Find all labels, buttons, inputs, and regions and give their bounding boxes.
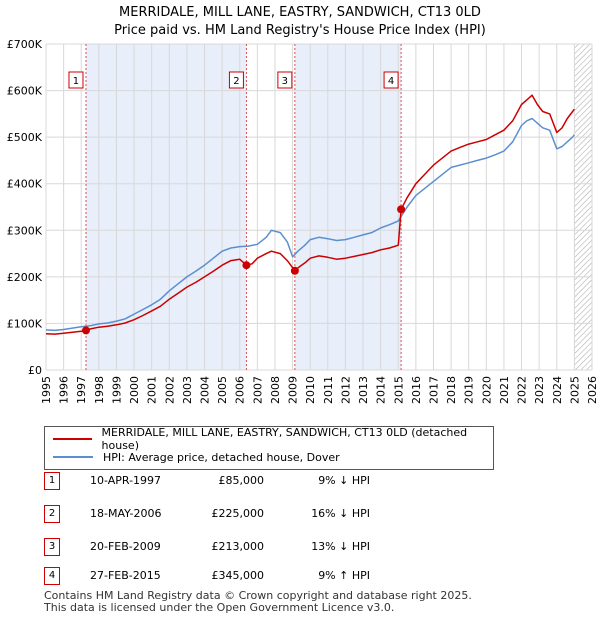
footer-licence: This data is licensed under the Open Gov… bbox=[44, 601, 395, 614]
sale-label-number: 3 bbox=[282, 76, 288, 87]
sale-date: 18-MAY-2006 bbox=[90, 507, 162, 520]
legend-item-property: MERRIDALE, MILL LANE, EASTRY, SANDWICH, … bbox=[53, 426, 493, 452]
sale-number-badge: 4 bbox=[44, 567, 60, 585]
projection-hatch bbox=[574, 44, 592, 370]
x-tick-label: 2020 bbox=[480, 376, 493, 404]
legend-label-property: MERRIDALE, MILL LANE, EASTRY, SANDWICH, … bbox=[101, 426, 468, 452]
chart-title: MERRIDALE, MILL LANE, EASTRY, SANDWICH, … bbox=[0, 4, 600, 40]
y-tick-label: £500K bbox=[7, 131, 43, 144]
x-tick-label: 2022 bbox=[516, 376, 529, 404]
x-tick-label: 2008 bbox=[269, 376, 282, 404]
x-tick-label: 2021 bbox=[498, 376, 511, 404]
x-tick-label: 2014 bbox=[375, 376, 388, 404]
sale-price: £213,000 bbox=[211, 540, 265, 553]
x-tick-label: 2009 bbox=[287, 376, 300, 404]
sale-hpi-delta: 9% ↑ HPI bbox=[318, 569, 370, 582]
x-tick-label: 2006 bbox=[234, 376, 247, 404]
footer: Contains HM Land Registry data © Crown c… bbox=[44, 590, 472, 614]
sale-price: £345,000 bbox=[211, 569, 265, 582]
sale-number-badge: 2 bbox=[44, 505, 60, 523]
sale-hpi-delta: 16% ↓ HPI bbox=[311, 507, 370, 520]
sale-hpi-delta: 9% ↓ HPI bbox=[318, 474, 370, 487]
sale-number-badge: 1 bbox=[44, 472, 60, 490]
legend: MERRIDALE, MILL LANE, EASTRY, SANDWICH, … bbox=[44, 426, 494, 470]
sale-point bbox=[242, 261, 251, 270]
price-chart: 1 2 3 4 £0 £100K £200K £300K £400K £500K £600K £70… bbox=[7, 38, 599, 404]
x-tick-label: 2001 bbox=[146, 376, 159, 404]
x-tick-label: 2016 bbox=[410, 376, 423, 404]
property-price-line bbox=[45, 94, 575, 335]
x-tick-label: 2013 bbox=[357, 376, 370, 404]
sale-row: 3 20-FEB-2009 £213,000 13% ↓ HPI bbox=[44, 538, 464, 556]
sale-label-box bbox=[228, 71, 244, 89]
y-tick-label: £0 bbox=[28, 364, 42, 377]
sale-label-number: 4 bbox=[388, 76, 394, 87]
sale-date: 27-FEB-2015 bbox=[90, 569, 161, 582]
x-tick-label: 1996 bbox=[58, 376, 71, 404]
chart-subtitle: Price paid vs. HM Land Registry's House … bbox=[114, 23, 486, 38]
x-tick-label: 2026 bbox=[586, 376, 599, 404]
sale-label-number: 2 bbox=[233, 76, 239, 87]
sale-point bbox=[81, 326, 90, 335]
legend-swatch-hpi bbox=[53, 456, 93, 458]
y-tick-label: £100K bbox=[7, 317, 43, 330]
x-tick-label: 2005 bbox=[216, 376, 229, 404]
sale-label-box bbox=[383, 71, 399, 89]
shaded-period bbox=[85, 44, 247, 370]
x-tick-label: 2018 bbox=[445, 376, 458, 404]
sale-number-badge: 3 bbox=[44, 538, 60, 556]
hpi-line bbox=[45, 117, 575, 332]
sale-row: 4 27-FEB-2015 £345,000 9% ↑ HPI bbox=[44, 567, 464, 585]
x-tick-label: 1997 bbox=[75, 376, 88, 404]
x-tick-label: 2015 bbox=[392, 376, 405, 404]
x-tick-label: 1999 bbox=[110, 376, 123, 404]
x-tick-label: 2017 bbox=[427, 376, 440, 404]
y-tick-label: £200K bbox=[7, 271, 43, 284]
x-tick-label: 2025 bbox=[568, 376, 581, 404]
x-tick-label: 2004 bbox=[199, 376, 212, 404]
x-tick-label: 2011 bbox=[322, 376, 335, 404]
sale-row: 1 10-APR-1997 £85,000 9% ↓ HPI bbox=[44, 472, 464, 490]
sale-date: 10-APR-1997 bbox=[90, 474, 162, 487]
sale-price: £85,000 bbox=[218, 474, 265, 487]
sale-date: 20-FEB-2009 bbox=[90, 540, 161, 553]
x-tick-label: 1995 bbox=[40, 376, 53, 404]
x-tick-label: 2024 bbox=[551, 376, 564, 404]
legend-item-hpi: HPI: Average price, detached house, Dove… bbox=[53, 449, 340, 465]
shaded-period bbox=[294, 44, 402, 370]
sale-row: 2 18-MAY-2006 £225,000 16% ↓ HPI bbox=[44, 505, 464, 523]
x-tick-label: 2002 bbox=[163, 376, 176, 404]
sale-label-box bbox=[68, 71, 84, 89]
y-tick-label: £400K bbox=[7, 178, 43, 191]
sale-label-box bbox=[277, 71, 293, 89]
chart-title-line1: MERRIDALE, MILL LANE, EASTRY, SANDWICH, … bbox=[119, 5, 481, 20]
sale-price: £225,000 bbox=[211, 507, 265, 520]
x-tick-label: 2019 bbox=[463, 376, 476, 404]
legend-swatch-property bbox=[53, 438, 92, 440]
x-tick-label: 2003 bbox=[181, 376, 194, 404]
x-tick-label: 2023 bbox=[533, 376, 546, 404]
legend-label-hpi: HPI: Average price, detached house, Dove… bbox=[103, 450, 340, 464]
y-tick-label: £700K bbox=[7, 38, 43, 51]
footer-copyright: Contains HM Land Registry data © Crown c… bbox=[44, 589, 472, 602]
x-tick-label: 2000 bbox=[128, 376, 141, 404]
x-tick-label: 2012 bbox=[339, 376, 352, 404]
x-tick-label: 1998 bbox=[93, 376, 106, 404]
sale-label-number: 1 bbox=[73, 76, 79, 87]
sale-point bbox=[290, 266, 299, 275]
x-tick-label: 2007 bbox=[251, 376, 264, 404]
y-tick-label: £300K bbox=[7, 224, 43, 237]
sale-point bbox=[397, 205, 406, 214]
x-tick-label: 2010 bbox=[304, 376, 317, 404]
y-tick-label: £600K bbox=[7, 85, 43, 98]
sale-hpi-delta: 13% ↓ HPI bbox=[311, 540, 370, 553]
